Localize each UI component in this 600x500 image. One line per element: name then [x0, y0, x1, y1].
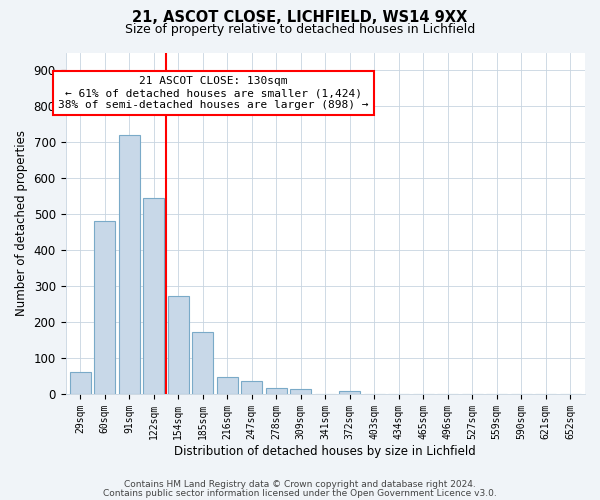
Text: Contains public sector information licensed under the Open Government Licence v3: Contains public sector information licen…	[103, 488, 497, 498]
Text: 21 ASCOT CLOSE: 130sqm
← 61% of detached houses are smaller (1,424)
38% of semi-: 21 ASCOT CLOSE: 130sqm ← 61% of detached…	[58, 76, 369, 110]
Text: Size of property relative to detached houses in Lichfield: Size of property relative to detached ho…	[125, 22, 475, 36]
Bar	[340, 391, 360, 394]
Bar	[241, 382, 262, 394]
Bar	[168, 296, 188, 394]
Bar	[70, 372, 91, 394]
Y-axis label: Number of detached properties: Number of detached properties	[15, 130, 28, 316]
Bar	[143, 198, 164, 394]
Bar	[94, 222, 115, 394]
Text: 21, ASCOT CLOSE, LICHFIELD, WS14 9XX: 21, ASCOT CLOSE, LICHFIELD, WS14 9XX	[133, 10, 467, 25]
Bar	[290, 389, 311, 394]
Bar	[266, 388, 287, 394]
Bar	[119, 135, 140, 394]
Text: Contains HM Land Registry data © Crown copyright and database right 2024.: Contains HM Land Registry data © Crown c…	[124, 480, 476, 489]
Bar	[193, 332, 213, 394]
X-axis label: Distribution of detached houses by size in Lichfield: Distribution of detached houses by size …	[175, 444, 476, 458]
Bar	[217, 376, 238, 394]
